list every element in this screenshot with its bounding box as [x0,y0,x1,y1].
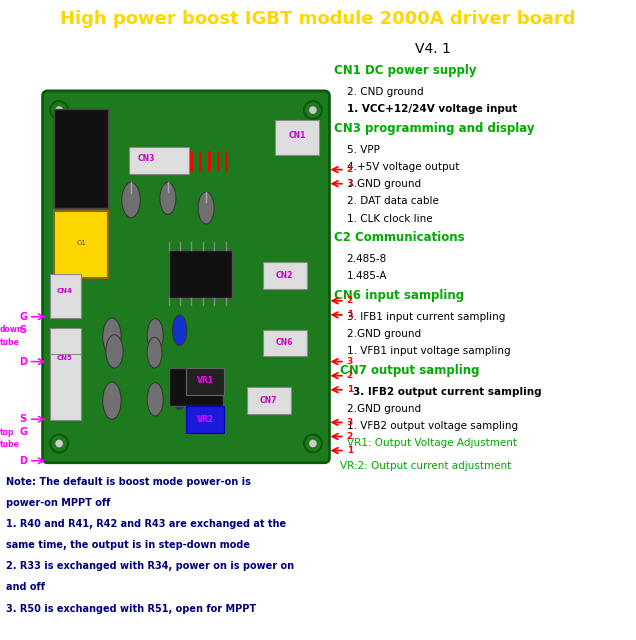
Text: CN4: CN4 [57,288,73,294]
Text: top: top [0,428,15,436]
Text: and off: and off [6,582,45,593]
Text: S: S [19,324,26,335]
Text: 1. CLK clock line: 1. CLK clock line [347,214,432,224]
Text: Note: The default is boost mode power-on is: Note: The default is boost mode power-on… [6,477,251,487]
Text: 3. IFB2 output current sampling: 3. IFB2 output current sampling [353,387,542,397]
Circle shape [309,106,317,114]
Text: tube: tube [0,440,20,449]
Text: 1: 1 [347,385,353,394]
Text: same time, the output is in step-down mode: same time, the output is in step-down mo… [6,540,251,550]
Text: 1.485-A: 1.485-A [347,271,387,282]
Text: power-on MPPT off: power-on MPPT off [6,498,111,508]
FancyBboxPatch shape [169,368,223,406]
Text: CN7 output sampling: CN7 output sampling [340,364,480,376]
Text: VR1: VR1 [197,376,214,385]
FancyBboxPatch shape [54,211,108,278]
Text: 2. CND ground: 2. CND ground [347,87,423,97]
Ellipse shape [122,182,140,218]
Text: D: D [19,456,27,466]
Circle shape [309,440,317,447]
FancyBboxPatch shape [50,274,81,318]
Text: 2.485-8: 2.485-8 [347,254,387,264]
Text: 1: 1 [347,446,353,455]
Text: 2: 2 [347,165,353,174]
FancyBboxPatch shape [275,120,319,155]
Text: O1: O1 [76,240,86,246]
Text: G: G [19,312,27,322]
Text: VR2: VR2 [197,415,214,424]
FancyBboxPatch shape [129,147,189,174]
Text: CN1 DC power supply: CN1 DC power supply [334,64,476,77]
Text: 2: 2 [347,432,353,441]
Text: 1. VCC+12/24V voltage input: 1. VCC+12/24V voltage input [347,104,517,115]
FancyBboxPatch shape [50,328,81,388]
Text: 3. IFB1 input current sampling: 3. IFB1 input current sampling [347,312,505,322]
Text: 2: 2 [347,371,353,380]
Text: CN5: CN5 [57,355,73,362]
Text: CN1: CN1 [288,131,306,140]
FancyBboxPatch shape [186,406,224,433]
Text: 3.GND ground: 3.GND ground [347,179,421,189]
Ellipse shape [147,383,163,416]
FancyBboxPatch shape [247,387,291,414]
Text: CN7: CN7 [259,396,277,404]
Ellipse shape [106,335,123,368]
Text: CN2: CN2 [275,271,293,280]
Ellipse shape [198,192,214,224]
Text: CN6 input sampling: CN6 input sampling [334,289,464,301]
Text: 5. VPP: 5. VPP [347,145,380,155]
FancyBboxPatch shape [263,262,307,289]
Text: 1. VFB2 output voltage sampling: 1. VFB2 output voltage sampling [347,421,518,431]
Text: V4. 1: V4. 1 [415,42,450,56]
Text: 2: 2 [347,296,353,305]
FancyBboxPatch shape [43,91,329,463]
Ellipse shape [160,182,176,214]
Text: 2. R33 is exchanged with R34, power on is power on: 2. R33 is exchanged with R34, power on i… [6,561,294,572]
Ellipse shape [103,318,121,355]
Text: 1. R40 and R41, R42 and R43 are exchanged at the: 1. R40 and R41, R42 and R43 are exchange… [6,519,286,529]
FancyBboxPatch shape [169,250,232,298]
Text: S: S [19,414,26,424]
Text: 2. DAT data cable: 2. DAT data cable [347,196,438,207]
Text: 4.+5V voltage output: 4.+5V voltage output [347,162,459,172]
Circle shape [55,106,63,114]
Text: down: down [0,325,24,334]
Text: CN3: CN3 [137,154,155,163]
Text: VR:2: Output current adjustment: VR:2: Output current adjustment [340,461,511,472]
Text: 3: 3 [347,418,353,427]
Ellipse shape [103,382,121,419]
Text: 1: 1 [347,179,353,188]
Text: G: G [19,427,27,437]
Text: CN3 programming and display: CN3 programming and display [334,122,534,134]
Ellipse shape [172,379,187,410]
Text: VR1: Output Voltage Adjustment: VR1: Output Voltage Adjustment [347,438,516,449]
Text: CN6: CN6 [275,338,293,347]
Text: High power boost IGBT module 2000A driver board: High power boost IGBT module 2000A drive… [60,10,576,28]
FancyBboxPatch shape [186,368,224,395]
Text: D: D [19,356,27,367]
Text: 2.GND ground: 2.GND ground [347,404,421,414]
Ellipse shape [147,337,162,368]
Text: 2.GND ground: 2.GND ground [347,329,421,339]
FancyBboxPatch shape [263,330,307,356]
Text: tube: tube [0,338,20,347]
Text: 3. R50 is exchanged with R51, open for MPPT: 3. R50 is exchanged with R51, open for M… [6,604,256,614]
FancyBboxPatch shape [50,354,81,420]
Ellipse shape [147,319,163,352]
Circle shape [55,440,63,447]
Text: 1: 1 [347,310,353,319]
Text: 1. VFB1 input voltage sampling: 1. VFB1 input voltage sampling [347,346,510,356]
Text: C2 Communications: C2 Communications [334,231,464,244]
Ellipse shape [172,315,187,346]
Text: 3: 3 [347,357,353,366]
FancyBboxPatch shape [54,109,108,208]
